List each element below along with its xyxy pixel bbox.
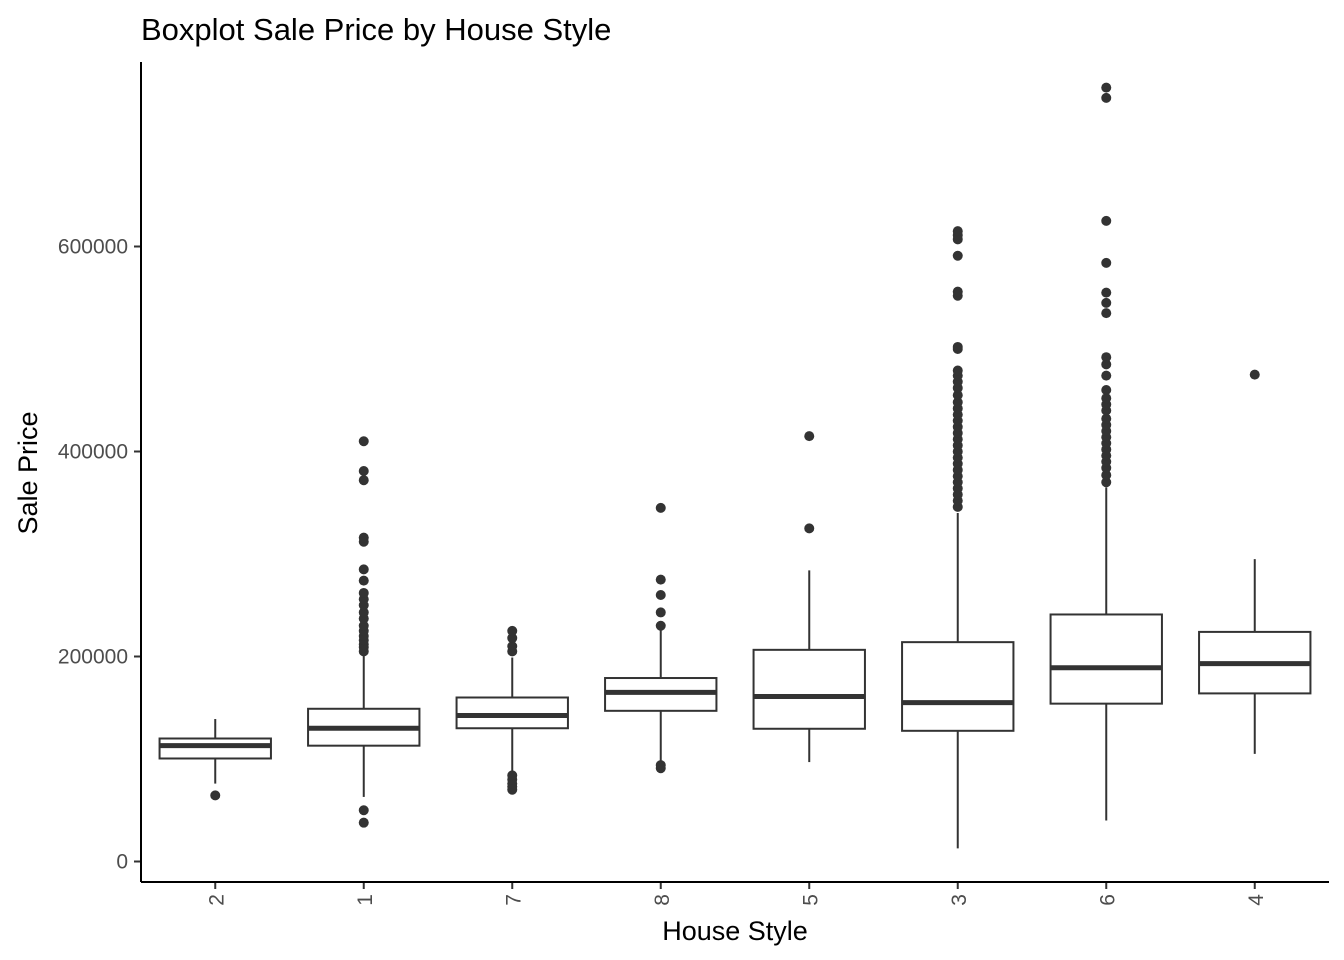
outlier-point	[655, 607, 666, 618]
outlier-point	[507, 641, 518, 652]
outlier-point	[952, 286, 963, 297]
outlier-point	[804, 431, 815, 442]
x-tick-label: 6	[1096, 894, 1119, 906]
outlier-point	[952, 365, 963, 376]
outlier-point	[952, 397, 963, 408]
outlier-point	[507, 625, 518, 636]
outlier-point	[1101, 359, 1112, 370]
y-tick-label: 200000	[58, 646, 128, 669]
box-iqr	[752, 648, 866, 730]
box-group-6	[1049, 82, 1163, 821]
outlier-point	[358, 575, 369, 586]
y-axis-title: Sale Price	[13, 411, 43, 534]
outlier-point	[655, 590, 666, 600]
outlier-point	[1101, 287, 1112, 298]
x-tick-label: 4	[1245, 894, 1268, 906]
outlier-point	[1101, 393, 1112, 404]
outlier-point	[655, 620, 666, 631]
box-iqr	[158, 737, 272, 760]
box-iqr	[901, 641, 1015, 732]
outlier-point	[1101, 297, 1112, 308]
y-tick-label: 0	[116, 851, 128, 874]
outlier-point	[655, 760, 666, 771]
x-tick-label: 5	[799, 894, 822, 906]
outlier-point	[358, 436, 369, 447]
x-tick-label: 3	[948, 894, 971, 906]
box-group-3	[901, 226, 1015, 849]
outlier-point	[358, 607, 369, 618]
outlier-point	[358, 475, 369, 486]
box-group-8	[604, 502, 718, 774]
box-iqr	[455, 696, 569, 730]
box-iqr	[1049, 613, 1163, 705]
y-axis: 0 200000 400000 600000	[58, 236, 141, 874]
outlier-point	[655, 574, 666, 585]
outlier-point	[1101, 92, 1112, 103]
x-axis-title: House Style	[662, 916, 808, 946]
y-tick-label: 600000	[58, 236, 128, 259]
box-group-1	[307, 436, 421, 828]
chart-title: Boxplot Sale Price by House Style	[141, 12, 611, 47]
outlier-point	[1101, 215, 1112, 226]
outlier-point	[1101, 370, 1112, 381]
outlier-point	[358, 532, 369, 543]
outlier-point	[1101, 82, 1112, 93]
outlier-point	[952, 226, 963, 237]
outlier-point	[1101, 385, 1112, 395]
outlier-point	[1101, 352, 1112, 363]
outlier-point	[952, 341, 963, 352]
outlier-point	[952, 390, 963, 401]
outlier-point	[1101, 257, 1112, 268]
x-axis: 2 1 7 8 5 3 6 4	[205, 882, 1268, 906]
outlier-point	[804, 523, 815, 534]
x-tick-label: 2	[205, 894, 228, 906]
outlier-point	[358, 805, 369, 816]
outlier-point	[210, 790, 221, 801]
outlier-point	[952, 250, 963, 261]
box-group-2	[158, 719, 272, 801]
outlier-point	[1249, 369, 1260, 380]
outlier-point	[358, 465, 369, 476]
x-tick-label: 7	[502, 894, 525, 906]
outlier-point	[358, 564, 369, 575]
outlier-point	[1101, 470, 1112, 481]
outlier-point	[358, 620, 369, 631]
box-group-7	[455, 625, 569, 795]
box-group-5	[752, 431, 866, 763]
chart-marks	[158, 82, 1312, 849]
outlier-point	[1101, 477, 1112, 488]
outlier-point	[1101, 413, 1112, 424]
x-tick-label: 8	[651, 894, 674, 906]
box-group-4	[1198, 369, 1312, 754]
x-tick-label: 1	[354, 894, 377, 906]
outlier-point	[655, 502, 666, 513]
outlier-point	[1101, 308, 1112, 319]
outlier-point	[507, 633, 518, 644]
outlier-point	[358, 817, 369, 828]
y-tick-label: 400000	[58, 441, 128, 464]
outlier-point	[507, 770, 518, 781]
outlier-point	[358, 587, 369, 598]
